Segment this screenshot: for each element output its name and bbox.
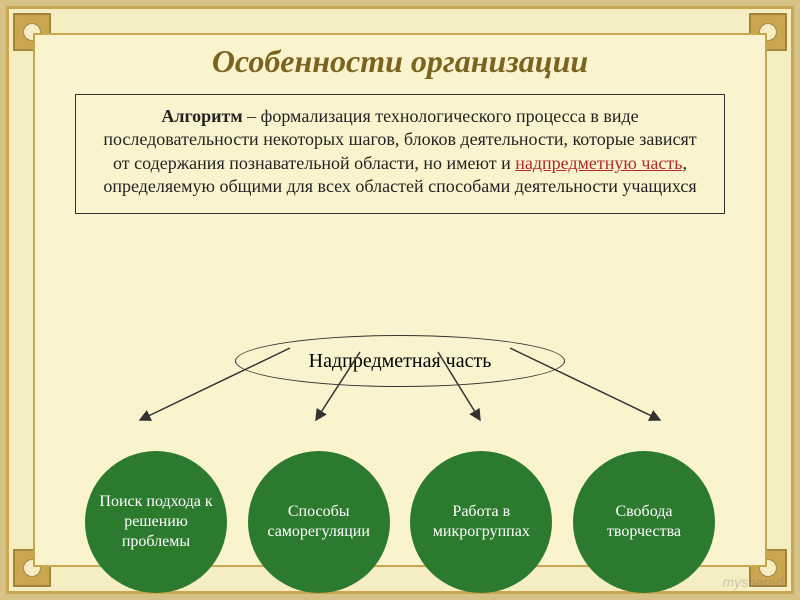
circle-node: Работа в микрогруппах <box>410 451 552 593</box>
watermark: myshared <box>723 574 784 590</box>
watermark-left: my <box>723 574 742 590</box>
definition-highlight: надпредметную часть <box>515 153 682 173</box>
circle-node: Способы саморегуляции <box>248 451 390 593</box>
outer-frame: Особенности организации Алгоритм – форма… <box>0 0 800 600</box>
mid-frame: Особенности организации Алгоритм – форма… <box>6 6 794 594</box>
watermark-right: shared <box>741 574 784 590</box>
circle-node: Поиск подхода к решению проблемы <box>85 451 227 593</box>
circle-node: Свобода творчества <box>573 451 715 593</box>
ellipse-label: Надпредметная часть <box>309 350 492 373</box>
circle-label: Способы саморегуляции <box>256 502 382 542</box>
slide-canvas: Особенности организации Алгоритм – форма… <box>33 33 767 567</box>
circle-label: Свобода творчества <box>581 502 707 542</box>
ellipse-node: Надпредметная часть <box>235 335 565 387</box>
child-nodes-row: Поиск подхода к решению проблемы Способы… <box>85 451 715 593</box>
circle-label: Работа в микрогруппах <box>418 502 544 542</box>
definition-box: Алгоритм – формализация технологического… <box>75 94 725 214</box>
definition-term: Алгоритм <box>161 106 242 126</box>
slide-title: Особенности организации <box>35 35 765 80</box>
circle-label: Поиск подхода к решению проблемы <box>93 492 219 552</box>
